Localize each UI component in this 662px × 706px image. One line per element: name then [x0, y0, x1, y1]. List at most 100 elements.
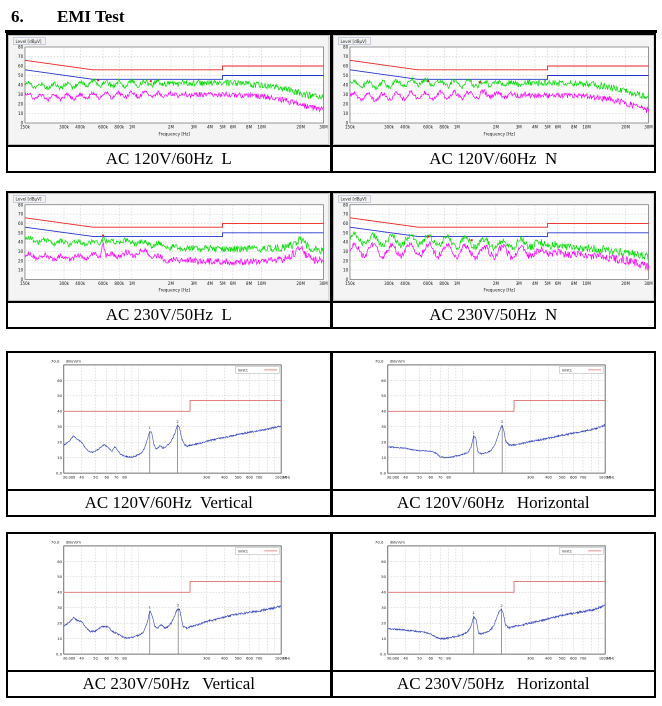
svg-text:60: 60 [381, 560, 386, 564]
svg-text:1000.0: 1000.0 [275, 475, 288, 479]
svg-text:10M: 10M [257, 125, 266, 130]
svg-text:80: 80 [342, 45, 348, 50]
svg-text:10M: 10M [582, 281, 591, 286]
svg-text:60: 60 [342, 64, 348, 69]
svg-text:300k: 300k [59, 125, 70, 130]
svg-text:300: 300 [527, 656, 535, 660]
table-divider [329, 303, 333, 327]
svg-text:30: 30 [57, 606, 62, 610]
svg-text:20M: 20M [296, 281, 305, 286]
svg-text:40: 40 [57, 591, 62, 595]
svg-text:40: 40 [79, 475, 84, 479]
svg-text:400: 400 [545, 475, 553, 479]
svg-text:20: 20 [342, 102, 348, 107]
svg-text:800k: 800k [439, 125, 450, 130]
svg-text:0.0: 0.0 [380, 652, 387, 656]
svg-text:Level [dBµV]: Level [dBµV] [340, 197, 366, 202]
svg-text:0.0: 0.0 [56, 471, 63, 475]
svg-text:Frequency [Hz]: Frequency [Hz] [158, 131, 190, 136]
svg-text:40: 40 [57, 410, 62, 414]
svg-text:6M: 6M [230, 125, 237, 130]
svg-text:1: 1 [473, 431, 476, 435]
svg-text:700: 700 [580, 475, 588, 479]
svg-text:800k: 800k [114, 125, 125, 130]
svg-text:5M: 5M [220, 125, 227, 130]
svg-text:20M: 20M [621, 281, 630, 286]
svg-text:80: 80 [18, 202, 24, 207]
svg-text:600: 600 [570, 475, 578, 479]
svg-text:2: 2 [501, 420, 504, 424]
chart-radiated-120v-vertical: 70.0 dBuV/m 10 20 30 40 50 60 0.0 30.000 40 50 60 70 8… [8, 353, 330, 489]
chart-caption: AC 230V/50Hz L [105, 305, 232, 324]
svg-text:10: 10 [18, 111, 24, 116]
svg-text:40: 40 [18, 240, 24, 245]
svg-text:50: 50 [57, 394, 62, 398]
chart-caption: AC 120V/60Hz L [105, 149, 232, 168]
svg-text:5M: 5M [220, 281, 227, 286]
svg-text:60: 60 [57, 379, 62, 383]
table-divider [329, 193, 333, 301]
svg-text:1: 1 [473, 611, 476, 615]
svg-text:4M: 4M [207, 125, 214, 130]
svg-text:40: 40 [18, 83, 24, 88]
svg-text:5M: 5M [544, 125, 551, 130]
chart-conducted-230v-line: Level [dBµV] 0 10 20 30 40 50 60 70 80 150k 300k 400… [8, 193, 330, 301]
svg-text:6M: 6M [554, 125, 561, 130]
svg-text:30: 30 [18, 249, 24, 254]
svg-text:limit1: limit1 [562, 549, 572, 553]
svg-text:20M: 20M [296, 125, 305, 130]
svg-text:30.000: 30.000 [63, 656, 76, 660]
table-divider [329, 35, 333, 145]
svg-text:10: 10 [57, 637, 62, 641]
section-number: 6. [11, 7, 24, 26]
svg-text:30: 30 [342, 92, 348, 97]
svg-text:70.0: 70.0 [375, 358, 384, 363]
svg-text:30M: 30M [319, 281, 328, 286]
svg-text:60: 60 [342, 221, 348, 226]
svg-text:10M: 10M [582, 125, 591, 130]
svg-text:80: 80 [447, 475, 452, 479]
svg-text:70: 70 [438, 475, 443, 479]
svg-text:10: 10 [342, 111, 348, 116]
svg-text:Frequency [Hz]: Frequency [Hz] [483, 131, 515, 136]
svg-text:60: 60 [57, 560, 62, 564]
svg-text:500: 500 [235, 656, 243, 660]
svg-text:20M: 20M [621, 125, 630, 130]
chart-caption: AC 230V/50Hz Vertical [82, 674, 256, 693]
chart-caption: AC 230V/50Hz Horizontal [396, 674, 590, 693]
svg-text:300: 300 [527, 475, 535, 479]
svg-text:600: 600 [570, 656, 578, 660]
svg-text:70: 70 [18, 212, 24, 217]
svg-text:60: 60 [18, 221, 24, 226]
svg-text:3M: 3M [515, 125, 522, 130]
figure-table-conducted-120v: Level [dBµV] 0 10 20 30 40 50 60 70 80 150k 300k 400… [6, 33, 656, 173]
svg-text:1M: 1M [453, 125, 460, 130]
svg-text:30: 30 [57, 425, 62, 429]
svg-text:500: 500 [559, 475, 567, 479]
svg-text:10: 10 [57, 456, 62, 460]
svg-text:1000.0: 1000.0 [275, 656, 288, 660]
svg-text:70: 70 [114, 656, 119, 660]
svg-text:1M: 1M [129, 125, 136, 130]
figure-table-radiated-230v: 70.0 dBuV/m 10 20 30 40 50 60 0.0 30.000 40 50 60 70 8… [6, 532, 656, 698]
svg-text:10: 10 [342, 268, 348, 273]
svg-text:40: 40 [404, 475, 409, 479]
svg-text:Level [dBµV]: Level [dBµV] [340, 39, 366, 44]
svg-text:400: 400 [221, 475, 229, 479]
svg-text:600: 600 [246, 656, 254, 660]
figure-table-conducted-230v: Level [dBµV] 0 10 20 30 40 50 60 70 80 150k 300k 400… [6, 191, 656, 329]
svg-text:2M: 2M [492, 281, 499, 286]
table-divider [329, 353, 333, 489]
svg-text:3M: 3M [515, 281, 522, 286]
svg-text:50: 50 [417, 475, 422, 479]
svg-text:MHz: MHz [607, 656, 614, 660]
svg-text:5M: 5M [544, 281, 551, 286]
svg-text:400k: 400k [400, 281, 411, 286]
svg-text:40: 40 [342, 240, 348, 245]
svg-text:dBuV/m: dBuV/m [66, 358, 81, 363]
svg-text:MHz: MHz [283, 475, 290, 479]
svg-text:dBuV/m: dBuV/m [390, 358, 405, 363]
svg-text:30M: 30M [644, 281, 653, 286]
svg-text:150k: 150k [20, 281, 31, 286]
svg-text:80: 80 [18, 45, 24, 50]
